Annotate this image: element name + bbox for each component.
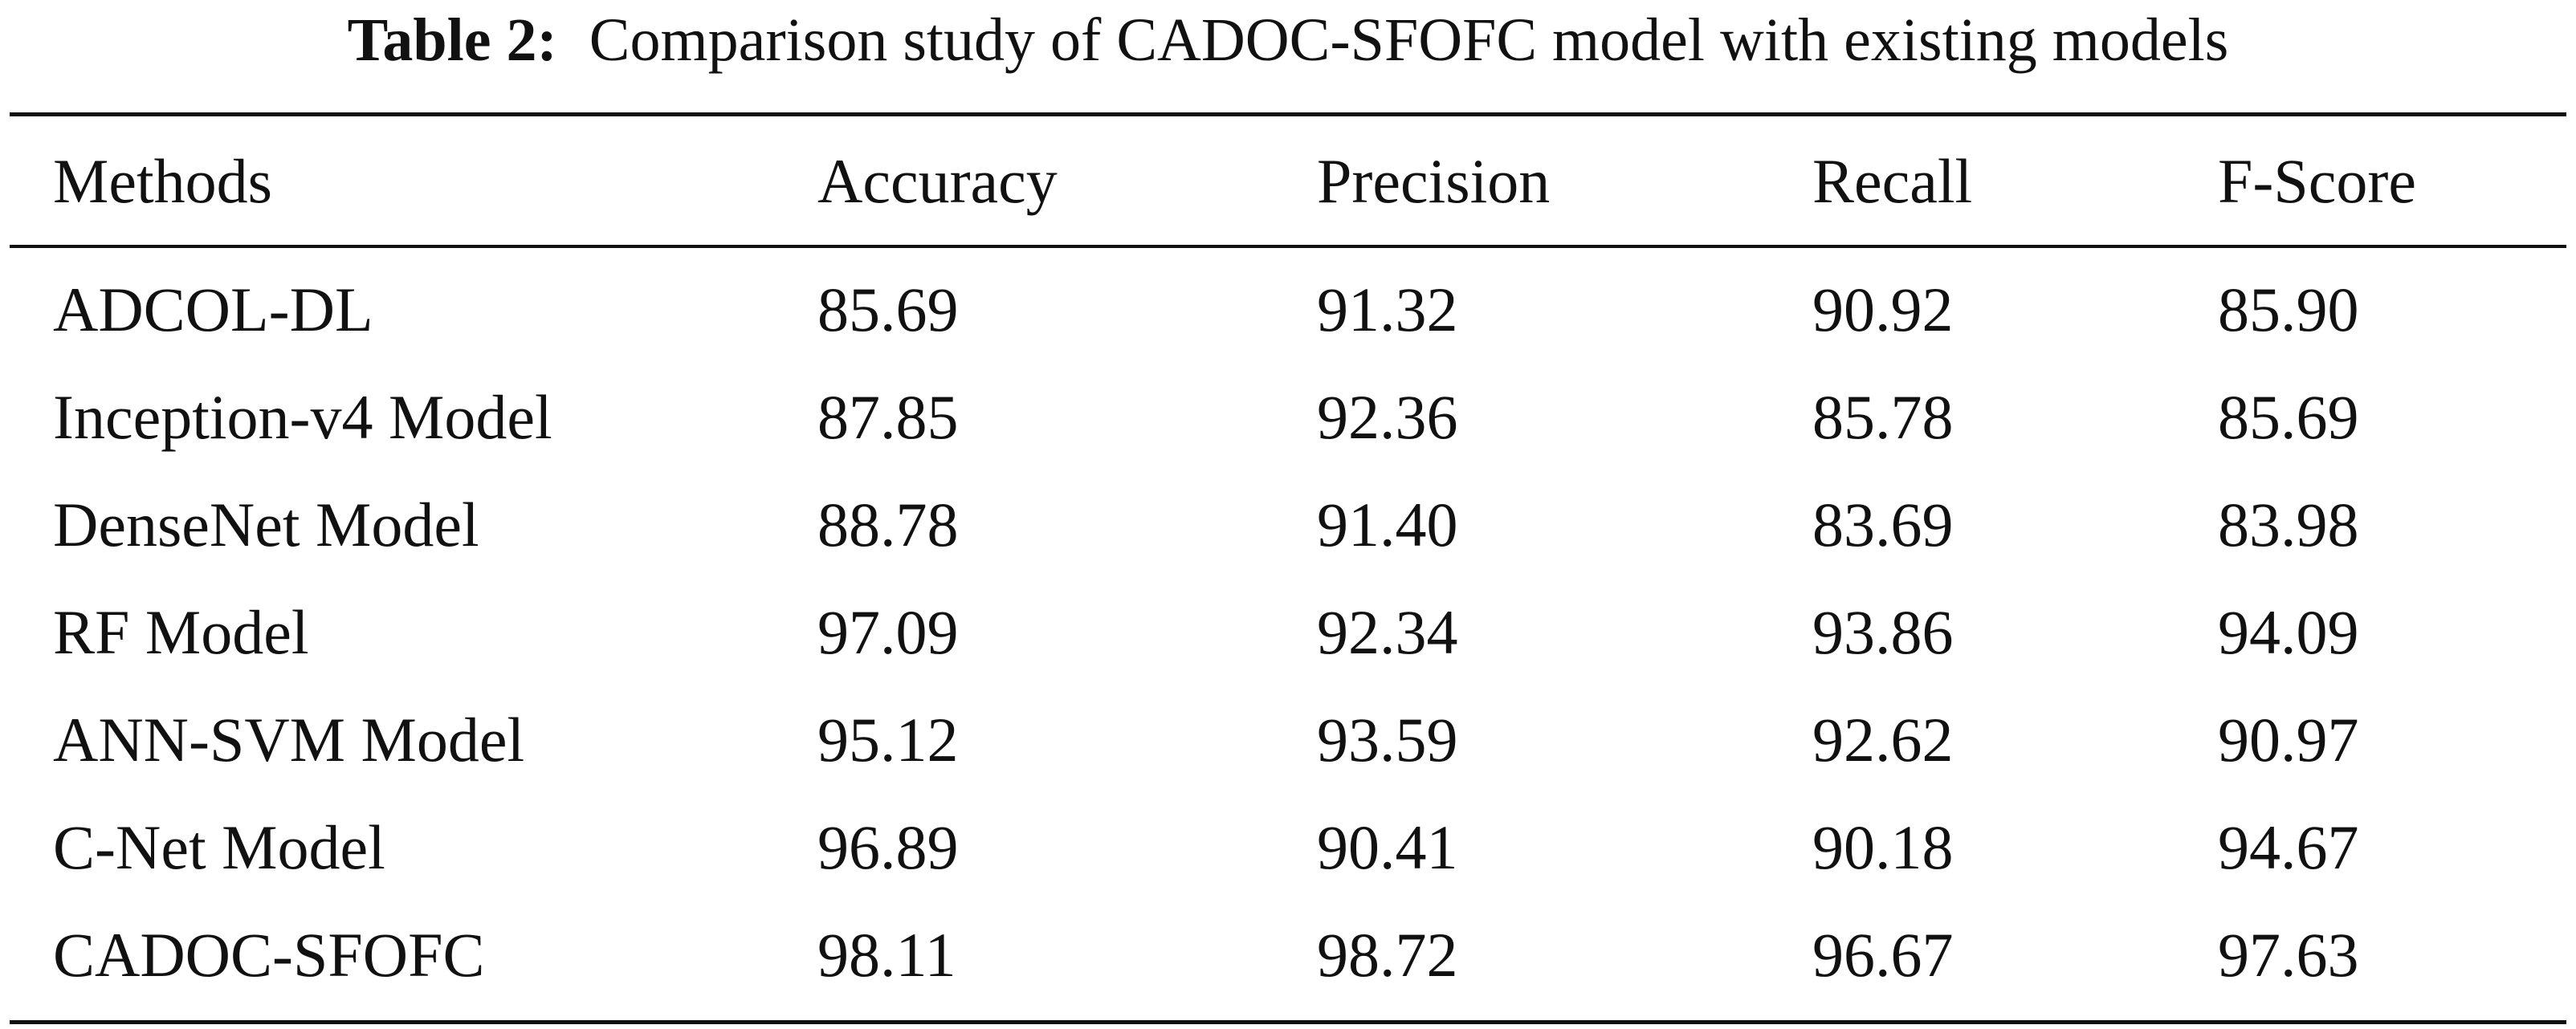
precision-cell: 91.32 xyxy=(1317,275,1458,344)
recall-cell: 92.62 xyxy=(1812,705,1954,775)
table-row: ADCOL-DL 85.69 91.32 90.92 85.90 xyxy=(10,256,2566,364)
f-score-cell: 94.67 xyxy=(2218,812,2359,882)
header-f-score: F-Score xyxy=(2218,146,2416,216)
recall-cell: 96.67 xyxy=(1812,920,1954,990)
method-cell: CADOC-SFOFC xyxy=(53,920,485,990)
header-accuracy: Accuracy xyxy=(817,146,1058,216)
table-caption: Table 2: Comparison study of CADOC-SFOFC … xyxy=(0,0,2576,80)
recall-cell: 85.78 xyxy=(1812,382,1954,452)
precision-cell: 91.40 xyxy=(1317,490,1458,559)
header-methods: Methods xyxy=(53,146,272,216)
table-header-row: Methods Accuracy Precision Recall F-Scor… xyxy=(10,116,2566,246)
f-score-cell: 85.69 xyxy=(2218,382,2359,452)
recall-cell: 93.86 xyxy=(1812,597,1954,667)
recall-cell: 83.69 xyxy=(1812,490,1954,559)
table-row: C-Net Model 96.89 90.41 90.18 94.67 xyxy=(10,794,2566,901)
precision-cell: 93.59 xyxy=(1317,705,1458,775)
precision-cell: 98.72 xyxy=(1317,920,1458,990)
accuracy-cell: 96.89 xyxy=(817,812,959,882)
table-row: RF Model 97.09 92.34 93.86 94.09 xyxy=(10,579,2566,686)
header-recall: Recall xyxy=(1812,146,1973,216)
table-caption-text: Comparison study of CADOC-SFOFC model wi… xyxy=(589,6,2229,74)
accuracy-cell: 95.12 xyxy=(817,705,959,775)
method-cell: ANN-SVM Model xyxy=(53,705,525,775)
accuracy-cell: 98.11 xyxy=(817,920,956,990)
method-cell: Inception-v4 Model xyxy=(53,382,552,452)
method-cell: ADCOL-DL xyxy=(53,275,373,344)
recall-cell: 90.92 xyxy=(1812,275,1954,344)
accuracy-cell: 85.69 xyxy=(817,275,959,344)
method-cell: DenseNet Model xyxy=(53,490,479,559)
table-caption-label: Table 2: xyxy=(347,6,557,74)
f-score-cell: 90.97 xyxy=(2218,705,2359,775)
table-row: CADOC-SFOFC 98.11 98.72 96.67 97.63 xyxy=(10,901,2566,1009)
precision-cell: 90.41 xyxy=(1317,812,1458,882)
f-score-cell: 85.90 xyxy=(2218,275,2359,344)
accuracy-cell: 97.09 xyxy=(817,597,959,667)
method-cell: RF Model xyxy=(53,597,309,667)
table-row: ANN-SVM Model 95.12 93.59 92.62 90.97 xyxy=(10,686,2566,794)
method-cell: C-Net Model xyxy=(53,812,385,882)
table-top-rule xyxy=(10,112,2566,116)
precision-cell: 92.34 xyxy=(1317,597,1458,667)
f-score-cell: 94.09 xyxy=(2218,597,2359,667)
table-header-rule xyxy=(10,245,2566,248)
accuracy-cell: 87.85 xyxy=(817,382,959,452)
comparison-table: Methods Accuracy Precision Recall F-Scor… xyxy=(10,0,2566,1009)
header-precision: Precision xyxy=(1317,146,1551,216)
precision-cell: 92.36 xyxy=(1317,382,1458,452)
accuracy-cell: 88.78 xyxy=(817,490,959,559)
recall-cell: 90.18 xyxy=(1812,812,1954,882)
f-score-cell: 83.98 xyxy=(2218,490,2359,559)
table-bottom-rule xyxy=(10,1020,2566,1024)
table-row: DenseNet Model 88.78 91.40 83.69 83.98 xyxy=(10,471,2566,579)
f-score-cell: 97.63 xyxy=(2218,920,2359,990)
table-row: Inception-v4 Model 87.85 92.36 85.78 85.… xyxy=(10,364,2566,471)
